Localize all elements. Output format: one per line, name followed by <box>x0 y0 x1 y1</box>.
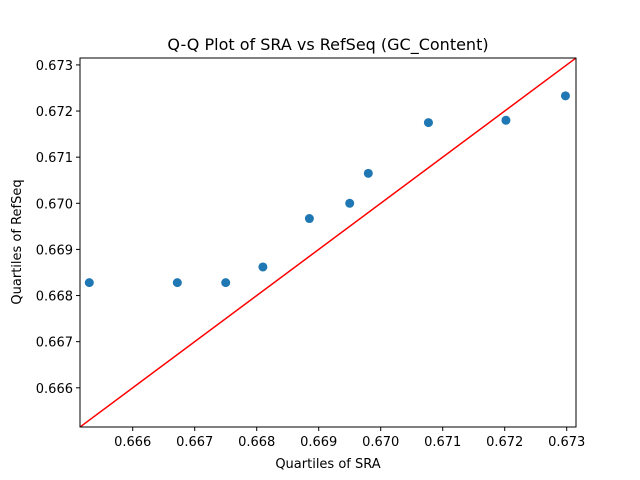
data-point <box>84 278 94 288</box>
data-point <box>304 214 314 224</box>
data-point <box>221 278 231 288</box>
y-tick-label: 0.671 <box>36 151 73 166</box>
data-point <box>345 198 355 208</box>
reference-line <box>80 58 576 427</box>
chart-title: Q-Q Plot of SRA vs RefSeq (GC_Content) <box>167 35 488 55</box>
x-tick-label: 0.667 <box>176 435 213 450</box>
y-tick-label: 0.672 <box>36 105 73 120</box>
reference-line-layer <box>80 58 576 427</box>
x-tick-label: 0.669 <box>300 435 337 450</box>
x-axis-label: Quartiles of SRA <box>275 457 380 472</box>
data-point <box>258 262 268 272</box>
y-axis-label: Quartiles of RefSeq <box>10 179 25 304</box>
points-layer <box>84 91 570 288</box>
x-tick-label: 0.673 <box>548 435 585 450</box>
x-tick-label: 0.666 <box>114 435 151 450</box>
x-tick-label: 0.668 <box>238 435 275 450</box>
x-tick-label: 0.672 <box>486 435 523 450</box>
x-tick-label: 0.670 <box>362 435 399 450</box>
x-axis-ticks: 0.666 0.667 0.668 0.669 0.670 0.671 0.672 0.673 <box>114 427 585 450</box>
data-point <box>172 278 182 288</box>
y-tick-label: 0.669 <box>36 243 73 258</box>
y-axis-ticks: 0.666 0.667 0.668 0.669 0.670 0.671 0.672 0.673 <box>36 59 80 397</box>
plot-frame <box>79 57 577 428</box>
data-point <box>423 118 433 128</box>
y-tick-label: 0.668 <box>36 290 73 305</box>
data-point <box>560 91 570 101</box>
y-tick-label: 0.670 <box>36 197 73 212</box>
data-point <box>501 115 511 125</box>
x-tick-label: 0.671 <box>424 435 461 450</box>
y-tick-label: 0.666 <box>36 382 73 397</box>
data-point <box>363 168 373 178</box>
y-tick-label: 0.667 <box>36 336 73 351</box>
y-tick-label: 0.673 <box>36 59 73 74</box>
